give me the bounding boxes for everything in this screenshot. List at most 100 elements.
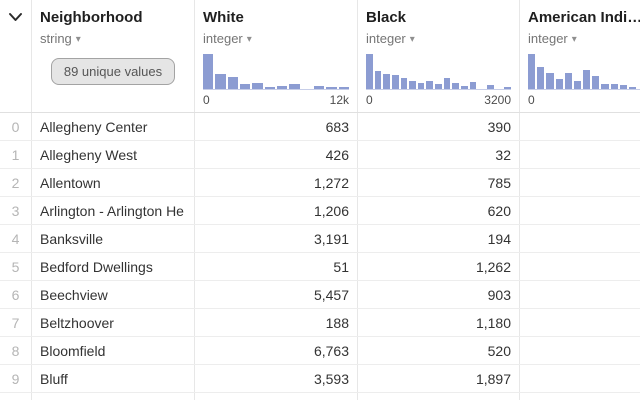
histogram-black <box>366 54 511 90</box>
histogram-bar <box>391 75 399 89</box>
histogram-bar <box>252 83 263 89</box>
american-indian-cell <box>520 393 640 400</box>
neighborhood-cell: Bedford Dwellings <box>32 253 195 280</box>
histogram-bar <box>435 84 442 89</box>
column-title: Black <box>366 9 407 26</box>
histogram-bar <box>628 87 637 89</box>
histogram-bar <box>276 86 288 89</box>
histogram-axis: 0 3200 <box>358 90 519 107</box>
neighborhood-cell: Allegheny West <box>32 141 195 168</box>
black-value-cell: 1,262 <box>358 253 520 280</box>
row-index: 7 <box>0 309 32 336</box>
caret-down-icon: ▾ <box>75 34 81 45</box>
histogram-bar <box>417 83 425 89</box>
table-row: 4 Banksville 3,191 194 <box>0 225 640 253</box>
white-value-cell: 1,272 <box>195 169 358 196</box>
table-row: 1 Allegheny West 426 32 <box>0 141 640 169</box>
histogram-bar <box>227 77 238 89</box>
american-indian-value-cell <box>520 253 640 280</box>
histogram-bar <box>326 87 337 89</box>
axis-max-label: 3200 <box>484 93 511 107</box>
black-cell <box>358 393 520 400</box>
axis-min-label: 0 <box>528 93 535 107</box>
histogram-bar <box>610 84 618 89</box>
table-row: 6 Beechview 5,457 903 <box>0 281 640 309</box>
white-value-cell: 1,206 <box>195 197 358 224</box>
neighborhood-cell: Bloomfield <box>32 337 195 364</box>
histogram-white <box>203 54 349 90</box>
caret-down-icon: ▾ <box>409 34 415 45</box>
histogram-bar <box>461 86 468 89</box>
unique-values-badge: 89 unique values <box>50 58 176 85</box>
black-value-cell: 194 <box>358 225 520 252</box>
row-index: 4 <box>0 225 32 252</box>
histogram-bar <box>537 67 545 89</box>
neighborhood-cell: Arlington - Arlington He <box>32 197 195 224</box>
table-row: 0 Allegheny Center 683 390 <box>0 113 640 141</box>
histogram-bar <box>469 82 477 89</box>
index-column-header <box>0 0 32 112</box>
column-type-dropdown[interactable]: integer ▾ <box>195 30 357 49</box>
histogram-bar <box>555 79 563 89</box>
column-type-label: string <box>40 31 72 46</box>
neighborhood-cell: Banksville <box>32 225 195 252</box>
black-value-cell: 32 <box>358 141 520 168</box>
white-value-cell: 5,457 <box>195 281 358 308</box>
axis-min-label: 0 <box>203 93 210 107</box>
column-type-label: integer <box>528 31 568 46</box>
white-value-cell: 3,593 <box>195 365 358 392</box>
histogram-bar <box>426 81 434 89</box>
histogram-bar <box>338 87 349 89</box>
neighborhood-cell: Bluff <box>32 365 195 392</box>
neighborhood-cell: Beechview <box>32 281 195 308</box>
histogram-axis: 0 <box>520 90 640 107</box>
histogram-bar <box>592 76 600 89</box>
axis-min-label: 0 <box>366 93 373 107</box>
column-type-label: integer <box>366 31 406 46</box>
histogram-bar <box>409 81 416 89</box>
histogram-bar <box>313 86 325 89</box>
column-type-dropdown[interactable]: string ▾ <box>32 30 194 49</box>
black-value-cell: 390 <box>358 113 520 140</box>
black-value-cell: 785 <box>358 169 520 196</box>
black-value-cell: 1,180 <box>358 309 520 336</box>
white-value-cell: 6,763 <box>195 337 358 364</box>
row-index: 1 <box>0 141 32 168</box>
neighborhood-cell: Allentown <box>32 169 195 196</box>
row-index-cell <box>0 393 32 400</box>
neighborhood-cell: Allegheny Center <box>32 113 195 140</box>
table-row: 5 Bedford Dwellings 51 1,262 <box>0 253 640 281</box>
column-type-dropdown[interactable]: integer ▾ <box>520 30 640 49</box>
white-cell <box>195 393 358 400</box>
american-indian-value-cell <box>520 169 640 196</box>
chevron-down-icon[interactable] <box>8 12 23 22</box>
histogram-bar <box>215 74 226 89</box>
black-value-cell: 903 <box>358 281 520 308</box>
row-index: 6 <box>0 281 32 308</box>
american-indian-value-cell <box>520 197 640 224</box>
histogram-bar <box>443 78 451 89</box>
american-indian-value-cell <box>520 141 640 168</box>
table-row: 7 Beltzhoover 188 1,180 <box>0 309 640 337</box>
column-header-black[interactable]: Black integer ▾ 0 3200 <box>358 0 520 112</box>
axis-max-label: 12k <box>329 93 349 107</box>
histogram-bar <box>583 70 591 89</box>
row-index: 3 <box>0 197 32 224</box>
histogram-bar <box>504 87 511 89</box>
partial-row <box>0 393 640 400</box>
histogram-bar <box>486 85 494 89</box>
column-type-dropdown[interactable]: integer ▾ <box>358 30 519 49</box>
histogram-axis: 0 12k <box>195 90 357 107</box>
black-value-cell: 620 <box>358 197 520 224</box>
column-header-neighborhood[interactable]: Neighborhood string ▾ 89 unique values <box>32 0 195 112</box>
white-value-cell: 51 <box>195 253 358 280</box>
column-title: American Indi… <box>528 9 640 26</box>
column-header-american-indian[interactable]: American Indi… integer ▾ 0 <box>520 0 640 112</box>
american-indian-value-cell <box>520 337 640 364</box>
row-index: 5 <box>0 253 32 280</box>
column-header-white[interactable]: White integer ▾ 0 12k <box>195 0 358 112</box>
histogram-bar <box>264 87 275 89</box>
row-index: 0 <box>0 113 32 140</box>
row-index: 2 <box>0 169 32 196</box>
